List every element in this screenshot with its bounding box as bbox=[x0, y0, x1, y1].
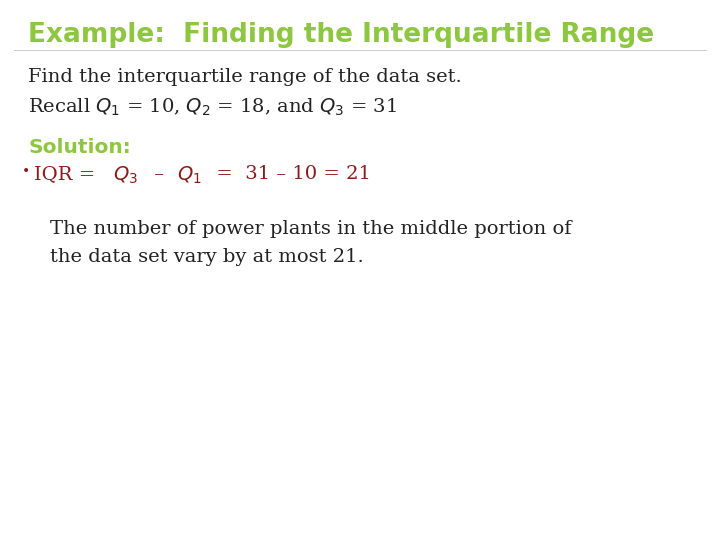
Text: $Q_3$: $Q_3$ bbox=[113, 165, 138, 186]
Text: $Q_1$: $Q_1$ bbox=[177, 165, 202, 186]
Text: –: – bbox=[148, 165, 170, 183]
Text: 166: 166 bbox=[702, 515, 720, 525]
Text: the data set vary by at most 21.: the data set vary by at most 21. bbox=[50, 248, 364, 266]
Text: Copyright © 2015, 2012, and 2009 Pearson Education, Inc.: Copyright © 2015, 2012, and 2009 Pearson… bbox=[183, 516, 451, 524]
Text: •: • bbox=[22, 165, 30, 179]
Text: Example:  Finding the Interquartile Range: Example: Finding the Interquartile Range bbox=[28, 22, 654, 48]
Text: Solution:: Solution: bbox=[28, 138, 131, 157]
Text: The number of power plants in the middle portion of: The number of power plants in the middle… bbox=[50, 220, 572, 238]
Text: ALWAYS LEARNING: ALWAYS LEARNING bbox=[16, 515, 119, 525]
Text: Find the interquartile range of the data set.: Find the interquartile range of the data… bbox=[28, 68, 462, 86]
Text: =  31 – 10 = 21: = 31 – 10 = 21 bbox=[210, 165, 371, 183]
Text: Recall $Q_1$ = 10, $Q_2$ = 18, and $Q_3$ = 31: Recall $Q_1$ = 10, $Q_2$ = 18, and $Q_3$… bbox=[28, 97, 397, 118]
Text: PEARSON: PEARSON bbox=[634, 511, 720, 529]
Text: IQR =: IQR = bbox=[34, 165, 102, 183]
